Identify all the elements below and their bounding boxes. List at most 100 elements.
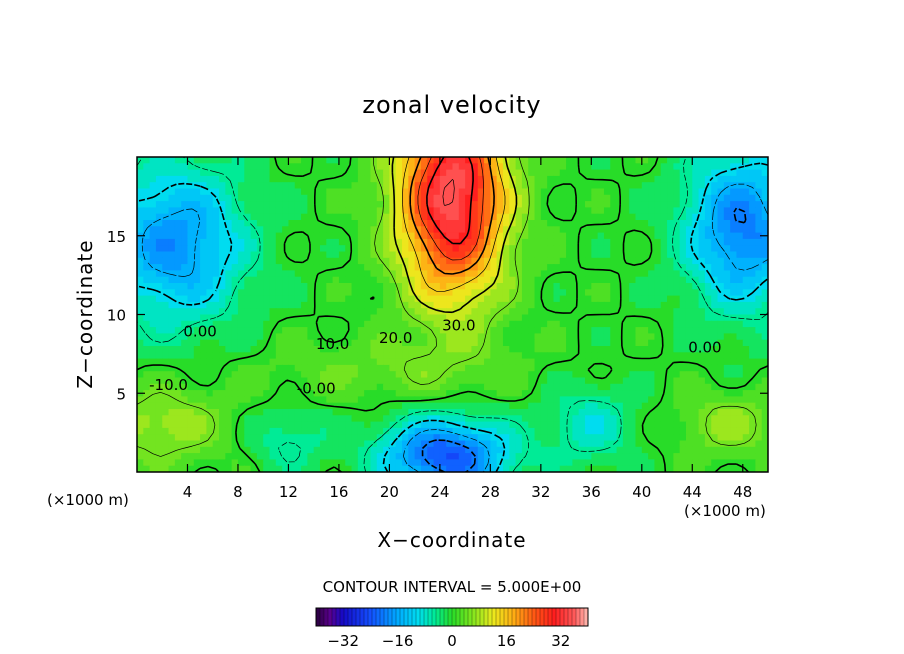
field-cell	[313, 390, 321, 397]
field-cell	[616, 465, 624, 472]
field-cell	[610, 157, 618, 164]
field-cell	[761, 446, 768, 454]
field-cell	[515, 383, 523, 391]
field-cell	[736, 201, 744, 208]
field-cell	[319, 371, 327, 379]
field-cell	[603, 283, 611, 290]
field-cell	[351, 396, 359, 404]
field-cell	[515, 182, 523, 190]
field-cell	[572, 245, 580, 253]
field-cell	[742, 264, 750, 271]
field-cell	[717, 226, 725, 234]
field-cell	[137, 264, 144, 271]
field-cell	[433, 295, 441, 303]
field-cell	[610, 327, 618, 334]
field-cell	[155, 415, 163, 423]
field-cell	[357, 251, 365, 259]
field-cell	[717, 371, 725, 379]
field-cell	[174, 402, 182, 410]
field-cell	[528, 163, 536, 171]
field-cell	[155, 409, 163, 416]
field-cell	[679, 427, 687, 435]
field-cell	[559, 175, 567, 183]
field-cell	[635, 358, 643, 366]
field-cell	[622, 188, 630, 196]
field-cell	[692, 213, 700, 221]
field-cell	[433, 402, 441, 410]
field-cell	[698, 434, 706, 442]
field-cell	[364, 169, 372, 177]
field-cell	[206, 264, 214, 271]
field-cell	[654, 264, 662, 271]
field-cell	[547, 251, 555, 259]
field-cell	[244, 333, 252, 341]
field-cell	[742, 188, 750, 196]
field-cell	[553, 201, 561, 208]
field-cell	[137, 427, 144, 435]
field-cell	[244, 238, 252, 246]
field-cell	[237, 371, 245, 379]
field-cell	[225, 402, 233, 410]
field-cell	[357, 276, 365, 284]
field-cell	[477, 390, 485, 397]
field-cell	[553, 446, 561, 454]
field-cell	[149, 446, 157, 454]
field-cell	[162, 220, 170, 227]
field-cell	[648, 270, 656, 278]
field-cell	[730, 333, 738, 341]
field-cell	[263, 188, 271, 196]
field-cell	[383, 207, 390, 215]
field-cell	[755, 320, 763, 328]
field-cell	[174, 232, 182, 240]
field-cell	[219, 383, 226, 391]
field-cell	[414, 459, 422, 467]
field-cell	[383, 169, 390, 177]
field-cell	[351, 421, 359, 429]
field-cell	[723, 409, 731, 416]
field-cell	[212, 352, 220, 360]
field-cell	[521, 226, 529, 234]
field-cell	[534, 390, 542, 397]
field-cell	[730, 421, 738, 429]
field-cell	[389, 245, 397, 253]
field-cell	[212, 459, 220, 467]
field-cell	[383, 364, 390, 372]
field-cell	[622, 390, 630, 397]
field-cell	[275, 213, 283, 221]
field-cell	[648, 459, 656, 467]
field-cell	[736, 434, 744, 442]
field-cell	[389, 238, 397, 246]
field-cell	[654, 295, 662, 303]
field-cell	[206, 409, 214, 416]
field-cell	[420, 182, 428, 190]
field-cell	[452, 194, 460, 202]
field-cell	[275, 390, 283, 397]
field-cell	[414, 377, 422, 385]
field-cell	[168, 213, 176, 221]
field-cell	[559, 295, 567, 303]
field-cell	[496, 182, 504, 190]
field-cell	[275, 276, 283, 284]
field-cell	[572, 320, 580, 328]
field-cell	[408, 257, 416, 265]
field-cell	[433, 289, 441, 297]
field-cell	[540, 163, 548, 171]
field-cell	[761, 358, 768, 366]
field-cell	[667, 339, 674, 347]
field-cell	[509, 358, 517, 366]
field-cell	[269, 163, 277, 171]
field-cell	[534, 289, 542, 297]
field-cell	[395, 383, 403, 391]
field-cell	[704, 339, 712, 347]
field-cell	[698, 175, 706, 183]
field-cell	[181, 453, 189, 460]
field-cell	[319, 289, 327, 297]
field-cell	[137, 346, 144, 353]
field-cell	[294, 226, 302, 234]
field-cell	[730, 194, 738, 202]
field-cell	[704, 201, 712, 208]
field-cell	[704, 371, 712, 379]
field-cell	[679, 264, 687, 271]
field-cell	[301, 358, 308, 366]
field-cell	[616, 339, 624, 347]
